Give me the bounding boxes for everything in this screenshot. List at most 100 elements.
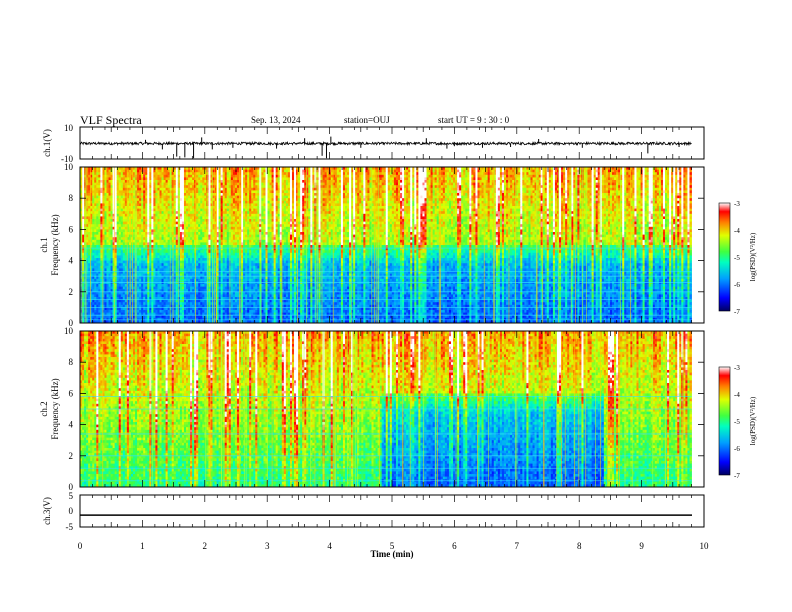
spec1-cell <box>106 198 109 202</box>
spec1-cell <box>118 276 122 280</box>
spec1-cell <box>133 219 136 222</box>
spec1-cell <box>80 289 83 293</box>
spec1-cell <box>100 219 103 222</box>
spec1-cell <box>104 317 107 321</box>
spec1-cell <box>114 289 118 293</box>
spec1-cell <box>96 245 99 248</box>
spec1-cell <box>114 278 118 282</box>
spec1-cell <box>108 239 111 243</box>
spec1-cell <box>112 252 116 256</box>
spec1-cell <box>80 226 83 230</box>
spec1-cell <box>100 239 103 243</box>
spec1-cell <box>98 216 101 220</box>
spec1-cell <box>124 302 128 306</box>
spec1-cell <box>92 237 95 241</box>
spec1-cell <box>88 304 91 308</box>
spec1-cell <box>133 302 136 306</box>
spec1-cell <box>96 224 99 228</box>
spec1-cell <box>116 242 120 246</box>
spec1-cell <box>94 317 97 321</box>
spec1-cell <box>118 315 122 319</box>
spec1-cell <box>118 195 122 199</box>
spec1-cell <box>88 286 91 290</box>
spec1-cell <box>82 299 85 303</box>
spec1-cell <box>100 252 103 256</box>
spec1-cell <box>106 232 109 235</box>
spec1-cell <box>108 310 111 313</box>
spec1-cell <box>98 260 101 264</box>
spec1-cell <box>104 229 107 233</box>
spec1-cell <box>104 226 107 230</box>
spec1-cell <box>92 185 95 189</box>
spec1-cell <box>98 281 101 285</box>
spec1-cell <box>80 200 83 204</box>
spec1-cell <box>112 206 116 209</box>
spec1-cell <box>104 200 107 204</box>
spec1-cell <box>118 169 122 173</box>
spec1-cell <box>102 284 105 287</box>
spec1-cell <box>141 193 144 196</box>
spec1-cell <box>114 258 118 261</box>
spec1-cell <box>98 177 101 181</box>
spec1-cell <box>120 219 124 222</box>
spec1-cell <box>133 208 136 212</box>
spec1-cell <box>124 232 128 235</box>
spec1-cell <box>110 200 114 204</box>
spec1-cell <box>137 297 140 300</box>
spec1-cell <box>118 255 122 259</box>
spec1-cell <box>110 255 114 259</box>
spec1-cell <box>82 211 85 215</box>
spec1-cell <box>96 174 99 178</box>
spec1-cell <box>120 185 124 189</box>
spec1-cell <box>120 291 124 295</box>
spec1-cell <box>106 200 109 204</box>
spec1-cell <box>86 294 89 298</box>
spec1-cell <box>106 265 109 269</box>
spec1-cell <box>133 232 136 235</box>
spec1-cell <box>92 252 95 256</box>
spec1-cell <box>90 252 93 256</box>
spec1-cell <box>82 247 85 251</box>
spec1-cell <box>112 278 116 282</box>
spec1-cell <box>86 198 89 202</box>
spec1-cell <box>90 193 93 196</box>
spec1-cell <box>100 307 103 311</box>
spec1-cell <box>96 219 99 222</box>
spec1-cell <box>126 174 130 178</box>
spec1-cell <box>106 276 109 280</box>
spec1-cell <box>124 263 128 267</box>
spec1-cell <box>90 198 93 202</box>
spec1-cell <box>137 174 140 178</box>
spec1-cell <box>108 200 111 204</box>
spec1-cell <box>120 182 124 186</box>
spec1-cell <box>86 284 89 287</box>
spec1-cell <box>88 258 91 261</box>
spec1-cell <box>133 172 136 176</box>
spec1-cell <box>122 213 126 217</box>
spec1-cell <box>102 193 105 196</box>
spec1-cell <box>82 268 85 272</box>
spec1-cell <box>122 180 126 183</box>
spec1-cell <box>118 310 122 313</box>
spec1-cell <box>139 304 142 308</box>
spec1-cell <box>139 203 142 207</box>
spec1-cell <box>124 224 128 228</box>
spec1-cell <box>139 317 142 321</box>
spec1-cell <box>114 219 118 222</box>
spec1-cell <box>112 169 116 173</box>
spec1-cell <box>90 216 93 220</box>
spec1-cell <box>118 224 122 228</box>
spec1-cell <box>126 193 130 196</box>
spec1-cell <box>120 289 124 293</box>
spec1-cell <box>118 291 122 295</box>
spec1-cell <box>88 263 91 267</box>
spec1-cell <box>114 224 118 228</box>
spec1-cell <box>114 317 118 321</box>
spec1-cell <box>90 273 93 277</box>
spec1-cell <box>100 169 103 173</box>
spec1-cell <box>98 169 101 173</box>
spec1-cell <box>108 297 111 300</box>
spec1-cell <box>106 216 109 220</box>
spec1-cell <box>100 193 103 196</box>
spec1-cell <box>104 263 107 267</box>
